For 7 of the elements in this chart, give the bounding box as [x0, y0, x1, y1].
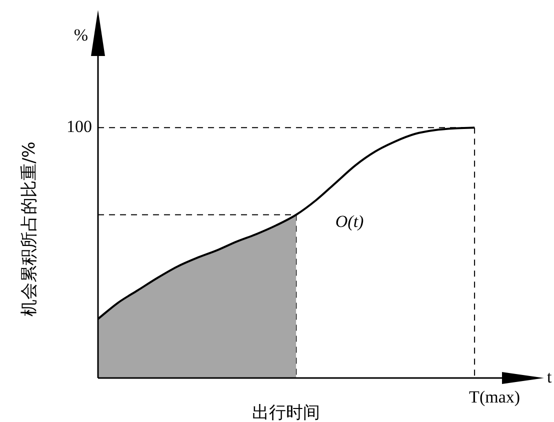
y-axis-title: 机会累积所占的比重/% [19, 142, 40, 316]
text: % [74, 25, 88, 44]
ref-line-label: 100 [66, 117, 92, 136]
x-axis-title: 出行时间 [252, 403, 320, 422]
annotation: O(t) [335, 212, 364, 232]
text: t [547, 367, 552, 386]
text: T(max) [469, 387, 520, 406]
